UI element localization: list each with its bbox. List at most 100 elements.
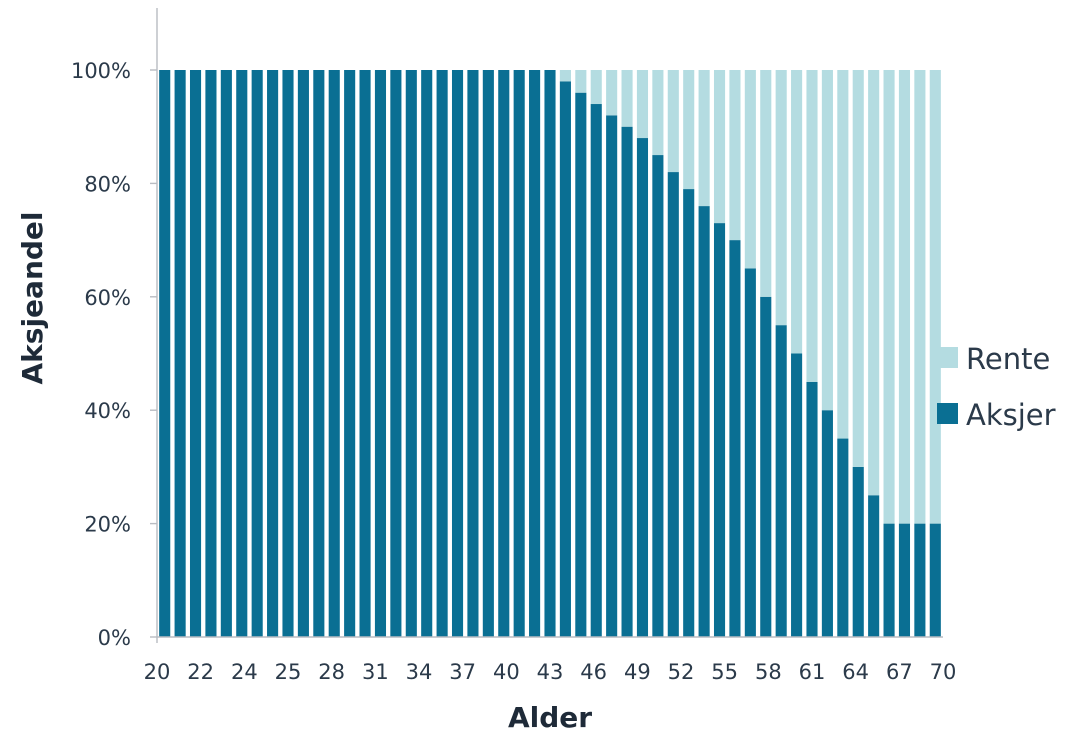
bar-rente-46 — [559, 70, 571, 82]
bar-rente-64 — [837, 70, 849, 439]
bar-aksjer-55 — [698, 206, 710, 637]
bar-aksjer-59 — [760, 296, 772, 637]
bar-aksjer-70 — [929, 523, 941, 637]
bar-aksjer-21 — [174, 70, 186, 637]
bar-aksjer-48 — [590, 104, 602, 637]
bar-aksjer-22 — [189, 70, 202, 637]
bar-aksjer-38 — [436, 70, 448, 637]
bar-aksjer-25 — [236, 70, 248, 637]
ticks-group: 0% 20% 40% 60% 80% 100% 20 22 24 25 28 31 34 37 40 43 46… — [71, 59, 956, 684]
bar-rente-61 — [791, 70, 803, 354]
x-tick-label: 61 — [799, 660, 826, 684]
bar-aksjer-23 — [205, 70, 217, 637]
y-tick-label: 100% — [71, 59, 131, 83]
axes-group — [156, 8, 943, 643]
bar-rente-48 — [590, 70, 602, 105]
bar-aksjer-28 — [282, 70, 294, 637]
x-tick-label: 28 — [318, 660, 345, 684]
bar-rente-59 — [760, 70, 772, 297]
bar-aksjer-50 — [621, 126, 633, 637]
bar-aksjer-34 — [374, 70, 387, 637]
bar-aksjer-51 — [636, 138, 649, 638]
legend-label-rente: Rente — [966, 342, 1050, 376]
y-tick-label: 20% — [84, 513, 131, 537]
bar-aksjer-61 — [791, 353, 803, 637]
x-tick-label: 24 — [231, 660, 258, 684]
bar-aksjer-54 — [683, 189, 695, 637]
x-tick-label: 40 — [493, 660, 520, 684]
bar-aksjer-36 — [405, 70, 417, 637]
bar-aksjer-44 — [529, 70, 541, 637]
bar-rente-47 — [575, 70, 587, 93]
bar-aksjer-69 — [914, 523, 926, 637]
bar-rente-62 — [806, 70, 818, 382]
bar-aksjer-43 — [513, 70, 525, 637]
bar-rente-54 — [683, 70, 695, 190]
bar-aksjer-52 — [652, 155, 664, 638]
bar-aksjer-57 — [729, 240, 741, 637]
bar-rente-51 — [636, 70, 649, 139]
legend: Rente Aksjer — [937, 342, 1056, 432]
bar-aksjer-32 — [344, 70, 356, 637]
bar-aksjer-47 — [575, 92, 587, 638]
bar-aksjer-46 — [559, 81, 571, 638]
bar-aksjer-42 — [498, 70, 510, 637]
x-tick-label: 58 — [755, 660, 782, 684]
x-tick-label: 70 — [930, 660, 957, 684]
bar-aksjer-40 — [467, 70, 479, 637]
x-tick-label: 43 — [537, 660, 564, 684]
y-axis-title: Aksjeandel — [16, 211, 49, 384]
x-tick-label: 52 — [668, 660, 695, 684]
bar-rente-65 — [852, 70, 864, 467]
x-tick-label: 55 — [711, 660, 738, 684]
bar-rente-56 — [713, 70, 726, 224]
bar-rente-55 — [698, 70, 710, 207]
legend-swatch-aksjer — [937, 403, 958, 424]
x-tick-label: 67 — [886, 660, 913, 684]
y-tick-label: 40% — [84, 399, 131, 423]
bar-aksjer-68 — [898, 523, 911, 637]
bar-aksjer-66 — [868, 495, 880, 637]
bar-aksjer-27 — [267, 70, 279, 637]
bar-rente-57 — [729, 70, 741, 241]
y-tick-label: 60% — [84, 286, 131, 310]
bar-rente-63 — [821, 70, 833, 411]
bar-aksjer-58 — [744, 268, 756, 637]
bar-rente-69 — [914, 70, 926, 524]
bar-rente-60 — [775, 70, 787, 326]
bar-aksjer-26 — [251, 70, 263, 637]
x-tick-label: 34 — [406, 660, 433, 684]
bar-rente-58 — [744, 70, 756, 269]
bar-aksjer-63 — [821, 410, 833, 637]
bar-aksjer-20 — [159, 70, 171, 637]
bar-aksjer-60 — [775, 325, 787, 637]
y-tick-label: 0% — [98, 626, 131, 650]
bar-aksjer-24 — [220, 70, 232, 637]
bar-rente-67 — [883, 70, 895, 524]
bar-aksjer-39 — [451, 70, 464, 637]
bar-aksjer-30 — [313, 70, 325, 637]
legend-label-aksjer: Aksjer — [966, 398, 1056, 432]
bar-aksjer-35 — [390, 70, 402, 637]
bar-rente-68 — [898, 70, 911, 524]
bar-aksjer-45 — [544, 70, 556, 637]
x-tick-label: 46 — [580, 660, 607, 684]
x-tick-label: 25 — [275, 660, 302, 684]
legend-swatch-rente — [937, 347, 958, 368]
bar-rente-52 — [652, 70, 664, 156]
x-tick-label: 31 — [362, 660, 389, 684]
bar-aksjer-62 — [806, 381, 818, 637]
bar-aksjer-29 — [297, 70, 309, 637]
bar-aksjer-56 — [713, 223, 726, 637]
bar-rente-50 — [621, 70, 633, 127]
bar-aksjer-31 — [328, 70, 340, 637]
x-axis-title: Alder — [508, 701, 592, 733]
x-tick-label: 64 — [842, 660, 869, 684]
bar-aksjer-41 — [482, 70, 494, 637]
y-tick-label: 80% — [84, 172, 131, 196]
bar-aksjer-49 — [606, 115, 618, 638]
x-tick-label: 20 — [144, 660, 171, 684]
bar-aksjer-65 — [852, 466, 864, 637]
x-tick-label: 37 — [449, 660, 476, 684]
